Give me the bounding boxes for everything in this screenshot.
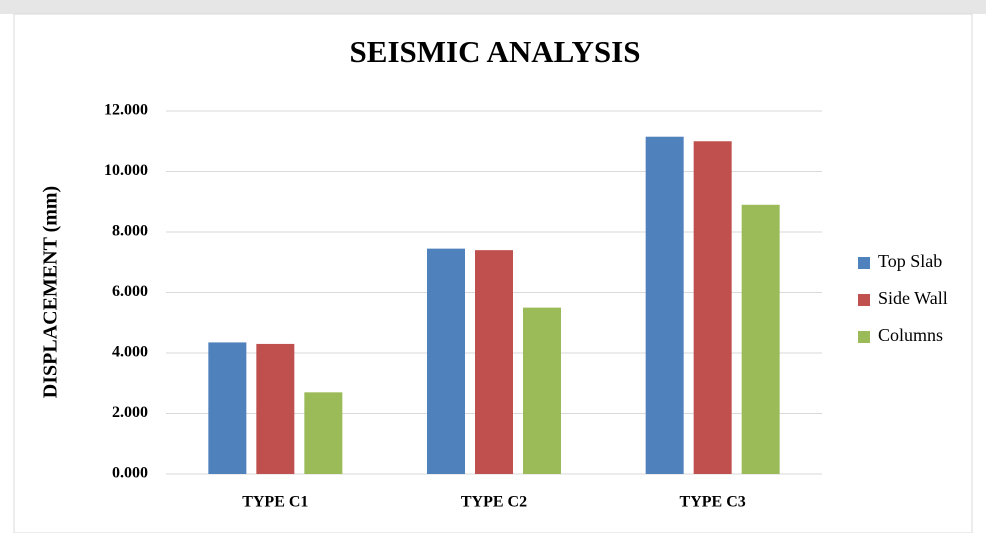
legend-label: Columns xyxy=(878,325,943,345)
bar xyxy=(304,392,342,474)
legend-swatch xyxy=(858,257,870,269)
bar xyxy=(256,344,294,474)
top-strip xyxy=(0,0,986,14)
x-tick-label: TYPE C3 xyxy=(680,494,746,511)
bar xyxy=(523,308,561,474)
bar xyxy=(208,342,246,474)
bar xyxy=(427,249,465,474)
legend-label: Top Slab xyxy=(878,251,942,271)
x-tick-label: TYPE C1 xyxy=(242,494,308,511)
y-axis-label: DISPLACEMENT (mm) xyxy=(40,186,62,398)
y-tick-label: 2.000 xyxy=(112,404,148,421)
y-tick-label: 6.000 xyxy=(112,283,148,300)
bar xyxy=(475,250,513,474)
y-tick-label: 12.000 xyxy=(104,102,148,119)
bar xyxy=(694,141,732,474)
y-tick-label: 4.000 xyxy=(112,344,148,361)
chart: SEISMIC ANALYSIS DISPLACEMENT (mm) 0.000… xyxy=(0,0,986,533)
legend-swatch xyxy=(858,294,870,306)
page: SEISMIC ANALYSIS DISPLACEMENT (mm) 0.000… xyxy=(0,0,986,533)
bar xyxy=(646,137,684,474)
legend-swatch xyxy=(858,331,870,343)
bar xyxy=(742,205,780,474)
chart-title: SEISMIC ANALYSIS xyxy=(350,34,641,69)
y-tick-label: 8.000 xyxy=(112,223,148,240)
legend-label: Side Wall xyxy=(878,288,948,308)
y-tick-label: 10.000 xyxy=(104,162,148,179)
y-tick-label: 0.000 xyxy=(112,465,148,482)
x-tick-label: TYPE C2 xyxy=(461,494,527,511)
